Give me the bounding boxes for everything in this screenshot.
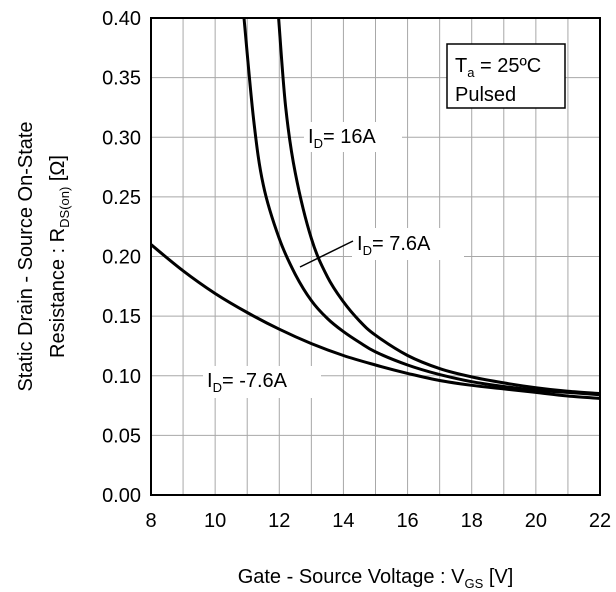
y-tick-label: 0.00 bbox=[102, 485, 141, 507]
series-label-16a-sub: D bbox=[314, 136, 323, 151]
series-label-7-6a: ID= 7.6A bbox=[357, 233, 431, 258]
series-label-neg-7-6a-sub: D bbox=[213, 380, 222, 395]
series-label-16a-bg bbox=[304, 122, 402, 152]
y-tick-label: 0.20 bbox=[102, 247, 141, 269]
x-tick-label: 8 bbox=[145, 510, 156, 532]
y-tick-label: 0.05 bbox=[102, 425, 141, 447]
curve-7-6a bbox=[242, 17, 601, 397]
conditions-box-frame bbox=[446, 43, 566, 109]
series-label-16a-rest: = 16A bbox=[323, 126, 376, 148]
x-axis-title-unit: [V] bbox=[483, 566, 513, 588]
y-axis-title: Static Drain - Source On-State Resistanc… bbox=[15, 121, 72, 391]
conditions-temp-rest: = 25ºC bbox=[474, 55, 541, 77]
y-axis-title-line2-unit: [Ω] bbox=[47, 155, 69, 187]
y-axis-title-line2-sub: DS(on) bbox=[57, 187, 72, 228]
series-labels: ID= 16A ID= 7.6A ID= -7.6A bbox=[203, 122, 464, 398]
y-tick-label: 0.25 bbox=[102, 187, 141, 209]
series-label-16a-main: I bbox=[308, 126, 314, 148]
series-label-neg-7-6a: ID= -7.6A bbox=[207, 370, 288, 395]
x-tick-label: 18 bbox=[461, 510, 483, 532]
x-axis-title: Gate - Source Voltage : VGS [V] bbox=[238, 566, 514, 591]
tick-labels: 8 10 12 14 16 18 20 22 0.00 0.05 0.10 0.15 0.20 0.25 0… bbox=[102, 8, 611, 532]
series-label-7-6a-bg bbox=[352, 228, 464, 260]
y-tick-label: 0.10 bbox=[102, 366, 141, 388]
series-label-7-6a-sub: D bbox=[363, 243, 372, 258]
x-axis-title-main: Gate - Source Voltage : V bbox=[238, 566, 465, 588]
curves bbox=[150, 17, 601, 400]
conditions-box: Ta = 25ºC Pulsed bbox=[446, 43, 566, 109]
y-tick-label: 0.15 bbox=[102, 306, 141, 328]
series-label-neg-7-6a-bg bbox=[203, 366, 321, 398]
conditions-temp-main: T bbox=[455, 55, 467, 77]
x-tick-label: 12 bbox=[268, 510, 290, 532]
conditions-temp-sub: a bbox=[467, 65, 475, 80]
y-axis-title-line2: Resistance : RDS(on) [Ω] bbox=[47, 155, 72, 358]
x-tick-label: 16 bbox=[396, 510, 418, 532]
series-label-neg-7-6a-main: I bbox=[207, 370, 213, 392]
curve-16a bbox=[277, 17, 601, 396]
x-tick-label: 22 bbox=[589, 510, 611, 532]
series-label-neg-7-6a-rest: = -7.6A bbox=[222, 370, 288, 392]
conditions-temperature: Ta = 25ºC bbox=[455, 55, 541, 80]
curve-neg-7-6a bbox=[150, 243, 601, 400]
y-tick-label: 0.35 bbox=[102, 68, 141, 90]
series-label-7-6a-rest: = 7.6A bbox=[372, 233, 431, 255]
plot-frame bbox=[150, 17, 601, 496]
y-axis-title-line1: Static Drain - Source On-State bbox=[15, 121, 37, 391]
x-axis-title-sub: GS bbox=[464, 576, 483, 591]
y-axis-title-line2-main: Resistance : R bbox=[47, 228, 69, 358]
y-tick-label: 0.40 bbox=[102, 8, 141, 30]
x-tick-label: 14 bbox=[332, 510, 354, 532]
y-tick-label: 0.30 bbox=[102, 127, 141, 149]
series-label-7-6a-main: I bbox=[357, 233, 363, 255]
series-label-7-6a-leader bbox=[299, 240, 354, 268]
series-label-16a: ID= 16A bbox=[308, 126, 376, 151]
x-tick-label: 10 bbox=[204, 510, 226, 532]
x-tick-label: 20 bbox=[525, 510, 547, 532]
conditions-mode: Pulsed bbox=[455, 84, 516, 106]
